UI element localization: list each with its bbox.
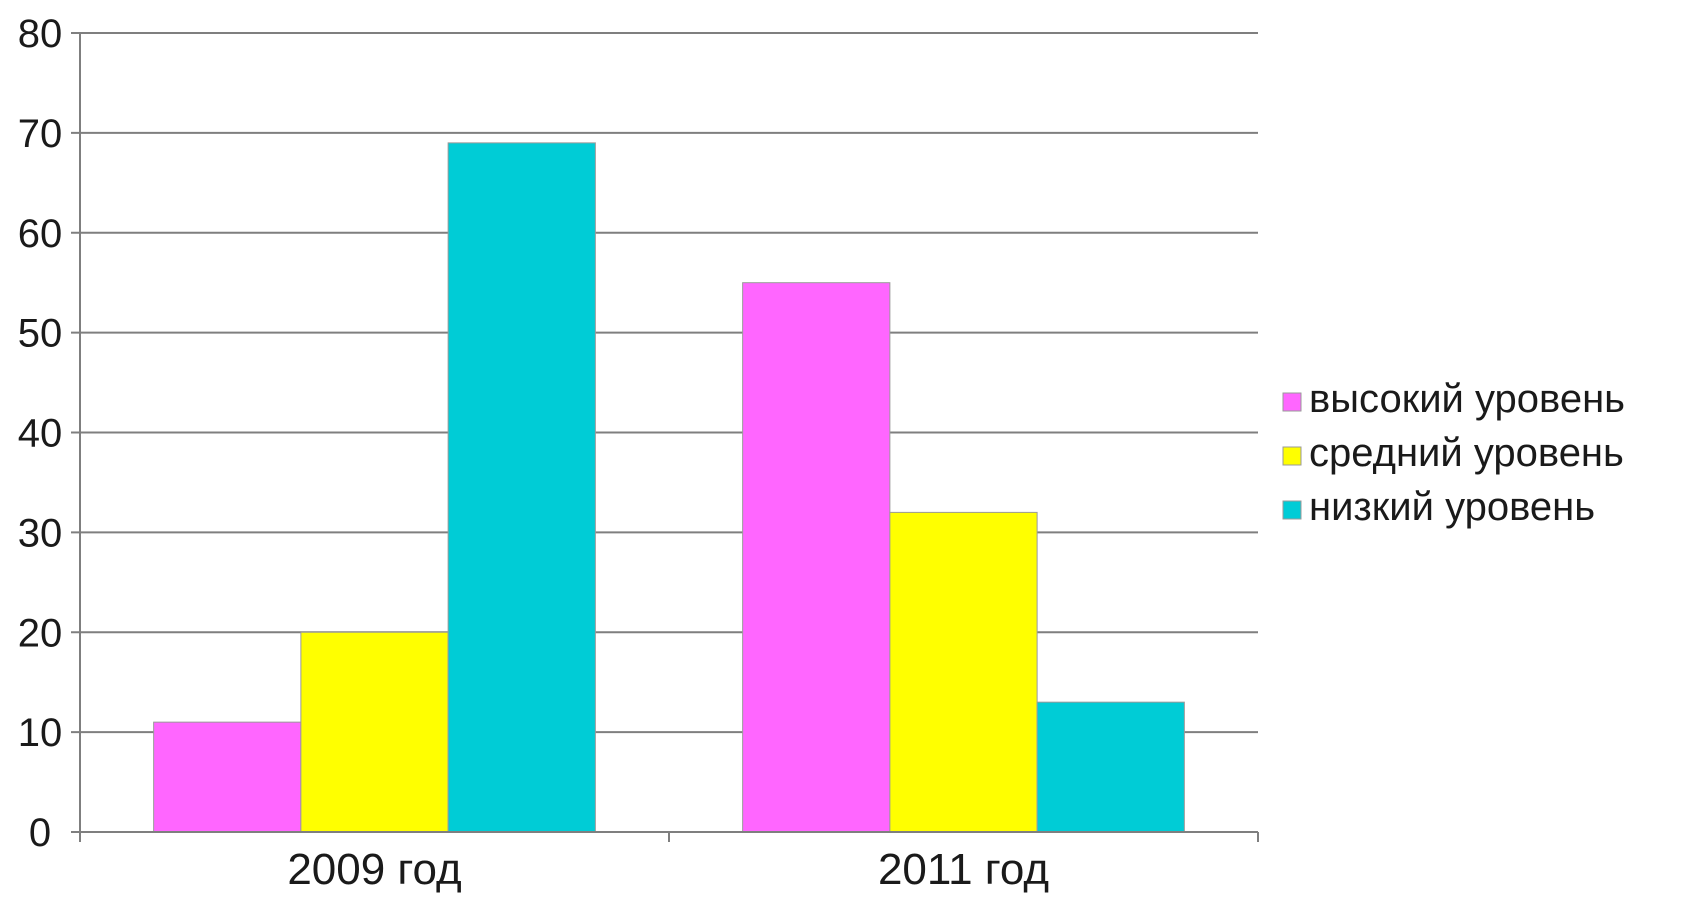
y-tick-label: 10 [18,711,63,755]
legend: высокий уровень средний уровень низкий уро… [1282,377,1625,529]
bar [153,721,302,833]
bar [742,282,891,833]
legend-label: низкий уровень [1309,485,1595,529]
axes [71,32,1259,842]
y-tick-label: 30 [18,511,63,555]
legend-label: высокий уровень [1309,377,1625,421]
legend-swatch [1282,392,1302,412]
legend-label: средний уровень [1309,431,1624,475]
y-tick-labels: 0 10 20 30 40 50 60 70 80 [18,12,63,855]
bar [1036,701,1185,833]
y-tick-label: 0 [29,811,51,855]
bars [153,142,1185,833]
x-category-label: 2009 год [287,845,461,894]
x-category-labels: 2009 год 2011 год [287,845,1049,894]
bar [300,631,449,833]
y-tick-label: 50 [18,312,63,356]
y-tick-label: 20 [18,611,63,655]
legend-swatch [1282,446,1302,466]
bar [447,142,596,833]
bar [889,511,1038,833]
y-tick-label: 70 [18,112,63,156]
gridlines [80,32,1258,734]
y-tick-label: 80 [18,12,63,56]
y-tick-label: 40 [18,412,63,456]
legend-swatch [1282,500,1302,520]
y-tick-label: 60 [18,212,63,256]
x-category-label: 2011 год [878,845,1049,894]
